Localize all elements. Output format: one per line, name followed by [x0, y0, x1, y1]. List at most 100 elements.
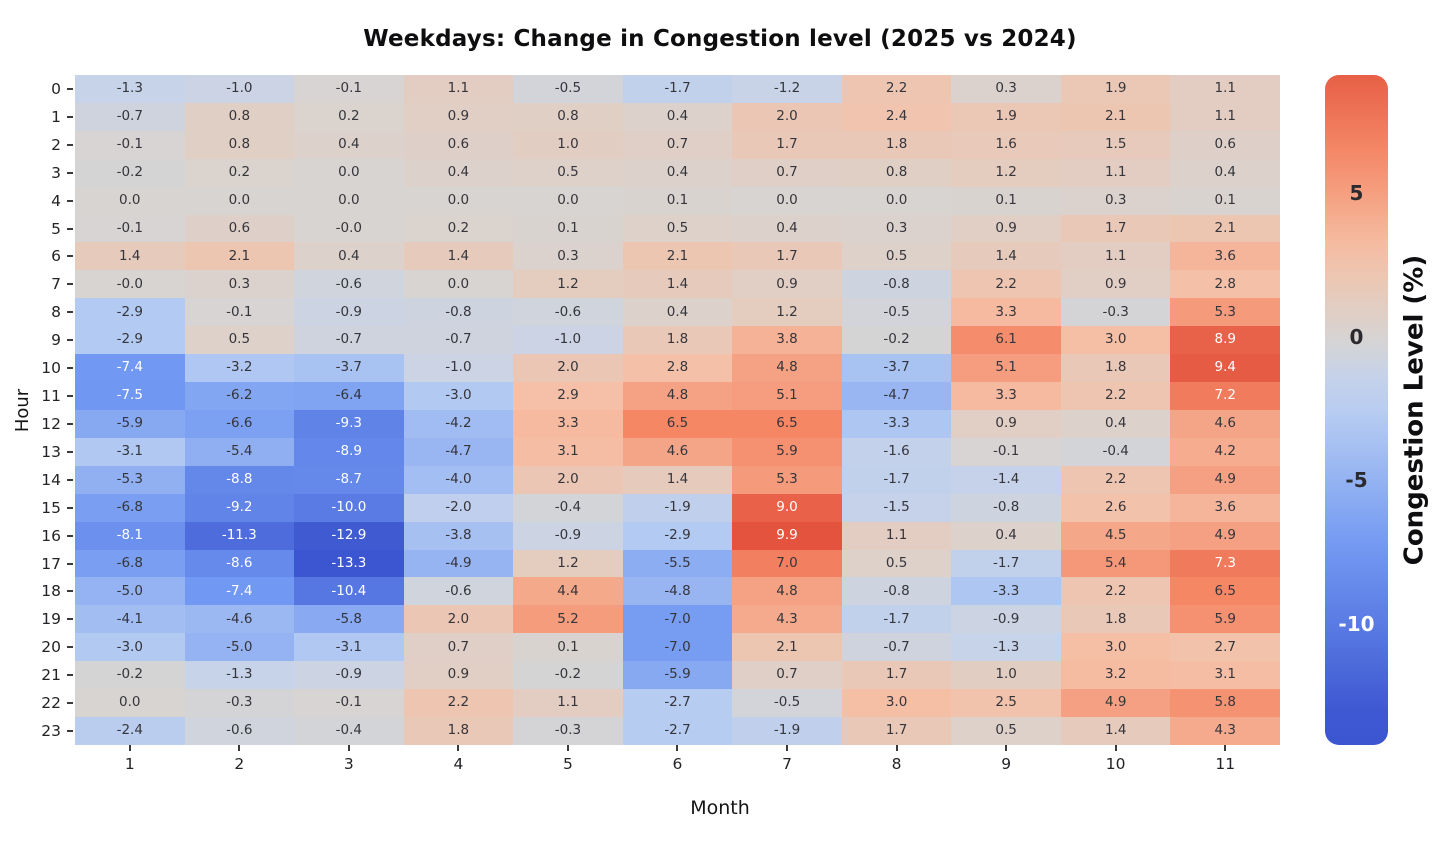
- heatmap-cell[interactable]: -10.0: [294, 493, 404, 522]
- heatmap-cell[interactable]: 0.1: [1170, 186, 1280, 215]
- heatmap-cell[interactable]: 2.9: [513, 382, 623, 410]
- heatmap-cell[interactable]: 1.7: [841, 661, 952, 690]
- heatmap-cell[interactable]: 4.3: [732, 605, 842, 634]
- heatmap-cell[interactable]: 4.9: [1060, 689, 1171, 718]
- heatmap-cell[interactable]: 3.0: [1060, 633, 1171, 662]
- heatmap-cell[interactable]: -0.1: [294, 75, 404, 103]
- heatmap-cell[interactable]: 1.7: [732, 130, 842, 159]
- heatmap-cell[interactable]: -2.0: [403, 493, 514, 522]
- heatmap-cell[interactable]: 2.1: [1060, 102, 1171, 131]
- heatmap-cell[interactable]: 4.2: [1170, 437, 1280, 466]
- heatmap-cell[interactable]: -1.9: [732, 717, 842, 745]
- heatmap-cell[interactable]: 2.0: [513, 465, 623, 494]
- heatmap-cell[interactable]: 0.6: [403, 130, 514, 159]
- heatmap-cell[interactable]: 7.3: [1170, 549, 1280, 578]
- heatmap-cell[interactable]: 1.1: [513, 689, 623, 718]
- heatmap-cell[interactable]: -0.7: [294, 326, 404, 355]
- heatmap-cell[interactable]: -0.4: [513, 493, 623, 522]
- heatmap-cell[interactable]: 0.3: [841, 214, 952, 243]
- heatmap-cell[interactable]: -8.9: [294, 437, 404, 466]
- heatmap-cell[interactable]: 3.6: [1170, 242, 1280, 271]
- heatmap-cell[interactable]: 0.0: [403, 186, 514, 215]
- heatmap-cell[interactable]: -0.8: [403, 298, 514, 327]
- heatmap-cell[interactable]: -5.8: [294, 605, 404, 634]
- heatmap-cell[interactable]: -0.3: [513, 717, 623, 745]
- heatmap-cell[interactable]: -5.5: [622, 549, 733, 578]
- heatmap-cell[interactable]: 0.0: [294, 186, 404, 215]
- heatmap-cell[interactable]: -6.4: [294, 382, 404, 410]
- heatmap-cell[interactable]: 1.4: [1060, 717, 1171, 745]
- heatmap-cell[interactable]: 0.5: [951, 717, 1061, 745]
- heatmap-cell[interactable]: -0.9: [294, 298, 404, 327]
- heatmap-cell[interactable]: -0.4: [294, 717, 404, 745]
- heatmap-cell[interactable]: 2.8: [1170, 270, 1280, 299]
- heatmap-cell[interactable]: 3.3: [951, 298, 1061, 327]
- heatmap-cell[interactable]: -4.6: [184, 605, 295, 634]
- heatmap-cell[interactable]: -3.3: [841, 409, 952, 438]
- heatmap-cell[interactable]: 0.4: [622, 158, 733, 187]
- heatmap-cell[interactable]: -5.4: [184, 437, 295, 466]
- heatmap-cell[interactable]: -4.0: [403, 465, 514, 494]
- heatmap-cell[interactable]: 0.9: [951, 409, 1061, 438]
- heatmap-cell[interactable]: 0.6: [1170, 130, 1280, 159]
- heatmap-cell[interactable]: -1.2: [732, 75, 842, 103]
- heatmap-cell[interactable]: 4.4: [513, 577, 623, 606]
- heatmap-cell[interactable]: -0.1: [75, 130, 185, 159]
- heatmap-cell[interactable]: 2.4: [841, 102, 952, 131]
- heatmap-cell[interactable]: 0.5: [184, 326, 295, 355]
- heatmap-cell[interactable]: -3.2: [184, 354, 295, 383]
- heatmap-cell[interactable]: 0.9: [403, 661, 514, 690]
- heatmap-cell[interactable]: 1.5: [1060, 130, 1171, 159]
- heatmap-cell[interactable]: 0.7: [732, 158, 842, 187]
- heatmap-cell[interactable]: 2.2: [403, 689, 514, 718]
- heatmap-cell[interactable]: 0.1: [951, 186, 1061, 215]
- heatmap-cell[interactable]: -0.2: [75, 661, 185, 690]
- heatmap-cell[interactable]: 1.1: [1170, 75, 1280, 103]
- heatmap-cell[interactable]: -1.7: [841, 605, 952, 634]
- heatmap-cell[interactable]: 0.8: [513, 102, 623, 131]
- heatmap-cell[interactable]: 0.9: [951, 214, 1061, 243]
- heatmap-cell[interactable]: -1.0: [513, 326, 623, 355]
- heatmap-cell[interactable]: -3.8: [403, 521, 514, 550]
- heatmap-cell[interactable]: 0.0: [841, 186, 952, 215]
- heatmap-cell[interactable]: -8.8: [184, 465, 295, 494]
- heatmap-cell[interactable]: 0.6: [184, 214, 295, 243]
- heatmap-cell[interactable]: -0.1: [294, 689, 404, 718]
- heatmap-cell[interactable]: 2.2: [1060, 382, 1171, 410]
- heatmap-cell[interactable]: -1.0: [403, 354, 514, 383]
- heatmap-cell[interactable]: -8.7: [294, 465, 404, 494]
- heatmap-cell[interactable]: -5.3: [75, 465, 185, 494]
- heatmap-cell[interactable]: 6.5: [622, 409, 733, 438]
- heatmap-cell[interactable]: 4.6: [1170, 409, 1280, 438]
- heatmap-cell[interactable]: 2.0: [732, 102, 842, 131]
- heatmap-cell[interactable]: 2.0: [513, 354, 623, 383]
- heatmap-cell[interactable]: -1.3: [951, 633, 1061, 662]
- heatmap-cell[interactable]: 7.2: [1170, 382, 1280, 410]
- heatmap-cell[interactable]: -0.4: [1060, 437, 1171, 466]
- heatmap-cell[interactable]: -0.2: [841, 326, 952, 355]
- heatmap-cell[interactable]: 1.2: [513, 270, 623, 299]
- heatmap-cell[interactable]: -4.7: [841, 382, 952, 410]
- heatmap-cell[interactable]: -0.9: [513, 521, 623, 550]
- heatmap-cell[interactable]: -9.3: [294, 409, 404, 438]
- heatmap-cell[interactable]: 4.8: [732, 354, 842, 383]
- heatmap-cell[interactable]: 2.1: [732, 633, 842, 662]
- heatmap-cell[interactable]: 3.0: [841, 689, 952, 718]
- heatmap-cell[interactable]: 2.1: [184, 242, 295, 271]
- heatmap-cell[interactable]: -4.9: [403, 549, 514, 578]
- heatmap-cell[interactable]: 2.0: [403, 605, 514, 634]
- heatmap-cell[interactable]: -0.6: [294, 270, 404, 299]
- heatmap-cell[interactable]: 0.8: [841, 158, 952, 187]
- heatmap-cell[interactable]: 2.2: [1060, 465, 1171, 494]
- heatmap-cell[interactable]: 7.0: [732, 549, 842, 578]
- heatmap-cell[interactable]: -0.3: [1060, 298, 1171, 327]
- heatmap-cell[interactable]: -0.7: [841, 633, 952, 662]
- heatmap-cell[interactable]: 5.3: [1170, 298, 1280, 327]
- heatmap-cell[interactable]: 0.5: [841, 242, 952, 271]
- heatmap-cell[interactable]: -1.7: [841, 465, 952, 494]
- heatmap-cell[interactable]: 4.6: [622, 437, 733, 466]
- heatmap-cell[interactable]: 0.1: [513, 633, 623, 662]
- heatmap-cell[interactable]: -3.1: [75, 437, 185, 466]
- heatmap-cell[interactable]: -0.8: [841, 577, 952, 606]
- heatmap-cell[interactable]: -0.6: [403, 577, 514, 606]
